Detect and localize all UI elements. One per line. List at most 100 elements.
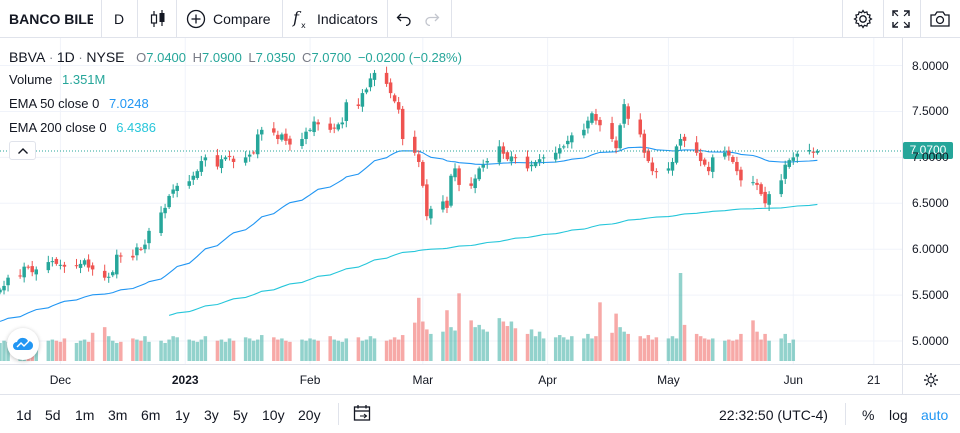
- volume-bar: [135, 339, 139, 361]
- interval-button[interactable]: D: [114, 10, 125, 27]
- settings-button[interactable]: [852, 0, 874, 37]
- candlestick-icon: [150, 9, 165, 27]
- volume-bar: [735, 339, 739, 361]
- candle: [566, 135, 570, 149]
- range-button-20y[interactable]: 20y: [298, 407, 321, 423]
- range-button-5d[interactable]: 5d: [45, 407, 61, 423]
- price-axis-label: 5.0000: [912, 334, 949, 349]
- candle: [529, 160, 534, 172]
- ema200-legend[interactable]: EMA 200 close 0 6.4386: [9, 120, 156, 135]
- candle: [783, 160, 787, 185]
- range-button-3m[interactable]: 3m: [108, 407, 128, 423]
- undo-button[interactable]: [396, 0, 412, 37]
- range-button-1m[interactable]: 1m: [75, 407, 95, 423]
- candle-body: [485, 161, 489, 163]
- candle-body: [646, 150, 651, 162]
- candle: [312, 116, 316, 137]
- volume-bar: [356, 337, 361, 361]
- volume-bar: [582, 338, 586, 361]
- candle-body: [642, 133, 647, 153]
- calendar-icon: [353, 405, 371, 421]
- chart-area[interactable]: [0, 38, 960, 394]
- candle: [739, 166, 743, 187]
- candle-body: [372, 72, 377, 80]
- candle: [135, 243, 139, 261]
- candle-body: [147, 230, 151, 244]
- volume-bar: [102, 327, 107, 361]
- symbol-search-button[interactable]: BANCO BILBAO: [9, 10, 93, 27]
- auto-scale-toggle[interactable]: auto: [921, 407, 949, 423]
- candle: [594, 108, 598, 125]
- tradingview-logo-button[interactable]: [7, 328, 39, 360]
- volume-bar: [340, 341, 345, 361]
- candle: [453, 163, 457, 182]
- candle-body: [251, 152, 256, 154]
- volume-bar: [678, 273, 683, 361]
- ema200-line: [168, 203, 818, 316]
- range-button-1d[interactable]: 1d: [16, 407, 32, 423]
- volume-bar: [280, 338, 284, 361]
- redo-button[interactable]: [424, 0, 440, 37]
- percent-scale-toggle[interactable]: %: [862, 407, 875, 423]
- volume-bar: [694, 333, 699, 361]
- candle-body: [58, 264, 63, 266]
- candle-body: [735, 161, 739, 172]
- candle: [332, 123, 336, 134]
- volume-bar: [425, 329, 429, 361]
- range-button-6m[interactable]: 6m: [141, 407, 161, 423]
- candle: [368, 73, 373, 92]
- candle-body: [598, 119, 602, 126]
- candle-body: [582, 129, 586, 136]
- candle-body: [308, 129, 312, 131]
- volume-legend[interactable]: Volume 1.351M: [9, 72, 105, 87]
- candle: [62, 261, 67, 273]
- volume-bar: [723, 340, 727, 361]
- change-value: −0.0200 (−0.28%): [357, 50, 462, 65]
- candle-body: [807, 150, 812, 152]
- candle-body: [698, 152, 703, 162]
- candle-body: [505, 152, 510, 160]
- ema50-legend[interactable]: EMA 50 close 0 7.0248: [9, 96, 149, 111]
- candle-body: [481, 164, 485, 168]
- series-legend: BBVA · 1D · NYSE O7.0400 H7.0900 L7.0350…: [9, 49, 462, 65]
- candle: [767, 191, 771, 212]
- range-button-10y[interactable]: 10y: [262, 407, 285, 423]
- candle-body: [590, 113, 594, 123]
- range-button-3y[interactable]: 3y: [204, 407, 219, 423]
- candle: [533, 160, 538, 169]
- volume-bar: [787, 342, 791, 361]
- candle: [795, 150, 800, 163]
- svg-text:f: f: [292, 8, 302, 27]
- time-axis-settings-icon[interactable]: [924, 373, 938, 387]
- candle-body: [22, 266, 26, 278]
- candle: [457, 165, 461, 192]
- go-to-date-button[interactable]: [353, 404, 371, 422]
- candle: [505, 150, 510, 162]
- toolbar-divider: [137, 0, 138, 37]
- collapse-legend-button[interactable]: [9, 141, 36, 160]
- log-scale-toggle[interactable]: log: [889, 407, 908, 423]
- chart-style-button[interactable]: [149, 0, 167, 37]
- candle: [102, 264, 107, 281]
- candle: [171, 184, 175, 198]
- candle: [497, 140, 502, 166]
- candle: [356, 98, 361, 109]
- compare-button[interactable]: Compare: [186, 0, 271, 37]
- toolbar-divider: [842, 0, 843, 37]
- indicators-button[interactable]: f x Indicators: [292, 0, 378, 37]
- fullscreen-button[interactable]: [892, 0, 910, 37]
- candle-body: [751, 182, 755, 184]
- candle: [46, 255, 51, 274]
- volume-bar: [751, 320, 755, 361]
- snapshot-button[interactable]: [929, 0, 951, 37]
- range-button-5y[interactable]: 5y: [233, 407, 248, 423]
- candle: [195, 169, 200, 180]
- volume-bar: [215, 340, 220, 361]
- candle: [199, 155, 204, 176]
- ema200-legend-value: 6.4386: [116, 120, 156, 135]
- clock-timezone[interactable]: 22:32:50 (UTC-4): [719, 407, 828, 423]
- range-button-1y[interactable]: 1y: [175, 407, 190, 423]
- candle: [219, 155, 224, 174]
- candle-body: [497, 146, 502, 163]
- open-value: 7.0400: [146, 50, 187, 65]
